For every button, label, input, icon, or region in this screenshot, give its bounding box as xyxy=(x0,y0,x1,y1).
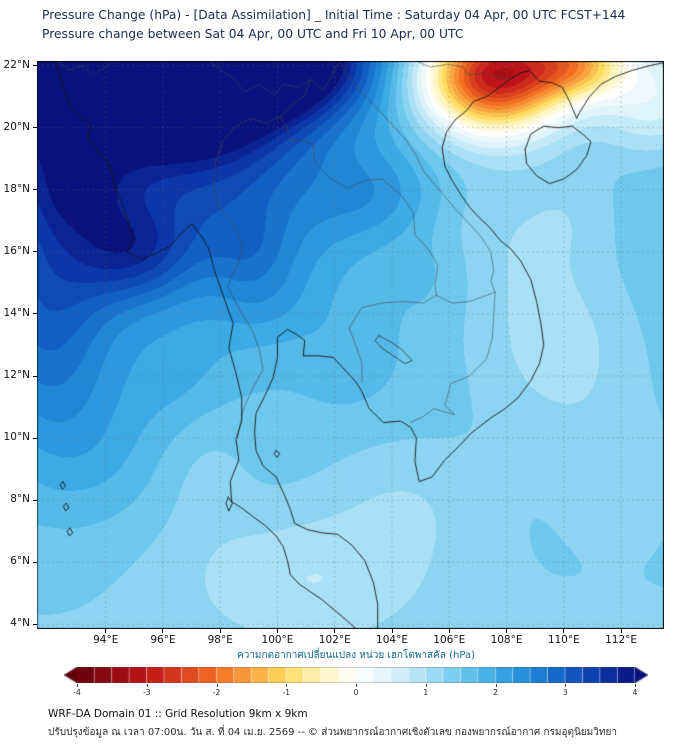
lat-tick-label: 20°N xyxy=(3,120,30,133)
colorbar-tick-label: 1 xyxy=(423,688,429,697)
colorbar-tick-mark xyxy=(356,684,357,687)
colorbar-tick-mark xyxy=(77,684,78,687)
colorbar-label: ความกดอากาศเปลี่ยนแปลง หน่วย เฮกโตพาสคัล… xyxy=(237,650,475,661)
lon-tick-label: 100°E xyxy=(261,634,294,646)
colorbar-tick-mark xyxy=(635,684,636,687)
lon-tick-label: 94°E xyxy=(93,634,119,646)
colorbar-tick-label: -4 xyxy=(73,688,81,697)
colorbar-tick-label: -1 xyxy=(282,688,290,697)
colorbar-tick-label: -2 xyxy=(212,688,221,697)
lat-tick-mark xyxy=(33,623,37,625)
lon-tick-mark xyxy=(334,629,336,633)
lat-tick-label: 18°N xyxy=(3,182,30,195)
lon-tick-label: 104°E xyxy=(376,634,408,646)
lon-tick-label: 106°E xyxy=(433,634,466,646)
lat-tick-label: 8°N xyxy=(10,493,30,506)
colorbar-tick-label: 2 xyxy=(493,688,498,697)
lon-tick-label: 108°E xyxy=(490,634,523,646)
lon-tick-label: 102°E xyxy=(318,634,351,646)
lat-tick-mark xyxy=(33,437,37,439)
latitude-axis: 4°N 6°N 8°N 10°N 12°N 14°N 16°N 18°N 20°N 22°N xyxy=(0,58,37,630)
lat-tick-mark xyxy=(33,65,37,67)
lon-tick-mark xyxy=(506,629,508,633)
lon-tick-mark xyxy=(105,629,107,633)
lon-tick-mark xyxy=(276,629,278,633)
lat-tick-mark xyxy=(33,127,37,129)
colorbar-tick-mark xyxy=(495,684,497,687)
lon-tick-mark xyxy=(162,629,164,633)
lat-tick-mark xyxy=(33,251,37,253)
lat-tick-mark xyxy=(33,313,37,315)
lat-tick-mark xyxy=(33,375,37,377)
footer-domain-info: WRF-DA Domain 01 :: Grid Resolution 9km … xyxy=(48,708,308,720)
colorbar-tick-label: 4 xyxy=(632,688,638,697)
lat-tick-label: 6°N xyxy=(10,555,30,568)
page-subtitle: Pressure change between Sat 04 Apr, 00 U… xyxy=(42,27,464,41)
colorbar-tick-label: 0 xyxy=(353,688,359,697)
colorbar-tick-mark xyxy=(425,684,427,687)
colorbar-ticks: -4 -3 -2 -1 0 1 2 3 4 xyxy=(64,683,648,699)
lat-tick-label: 12°N xyxy=(3,369,30,382)
lon-tick-mark xyxy=(219,629,221,633)
lon-tick-mark xyxy=(563,629,565,633)
lat-tick-mark xyxy=(33,499,37,501)
colorbar-tick-mark xyxy=(216,684,218,687)
colorbar-tick-mark xyxy=(565,684,567,687)
lon-tick-mark xyxy=(620,629,622,633)
colorbar-tick-mark xyxy=(146,684,148,687)
lat-tick-mark xyxy=(33,561,37,563)
colorbar-tick-label: -3 xyxy=(143,688,151,697)
lat-tick-label: 4°N xyxy=(10,617,30,630)
page-title: Pressure Change (hPa) - [Data Assimilati… xyxy=(42,8,626,22)
lon-tick-label: 110°E xyxy=(547,634,580,646)
lat-tick-label: 16°N xyxy=(3,244,30,257)
lat-tick-label: 22°N xyxy=(3,58,30,71)
lon-tick-mark xyxy=(391,629,393,633)
longitude-axis: 94°E 96°E 98°E 100°E 102°E 104°E 106°E 108°E 110… xyxy=(37,629,664,653)
lat-tick-mark xyxy=(33,189,37,191)
pressure-change-map-canvas xyxy=(37,61,664,629)
colorbar-tick-label: 3 xyxy=(562,688,568,697)
lon-tick-label: 98°E xyxy=(207,634,233,646)
lat-tick-label: 14°N xyxy=(3,306,30,319)
map-plot-area xyxy=(37,61,664,629)
colorbar-tick-mark xyxy=(286,684,288,687)
lon-tick-label: 96°E xyxy=(150,634,176,646)
lat-tick-label: 10°N xyxy=(3,431,30,444)
footer-update-info: ปรับปรุงข้อมูล ณ เวลา 07:00น. วัน ส. ที่… xyxy=(48,727,617,738)
lon-tick-label: 112°E xyxy=(605,634,638,646)
colorbar xyxy=(64,667,648,683)
lon-tick-mark xyxy=(448,629,450,633)
